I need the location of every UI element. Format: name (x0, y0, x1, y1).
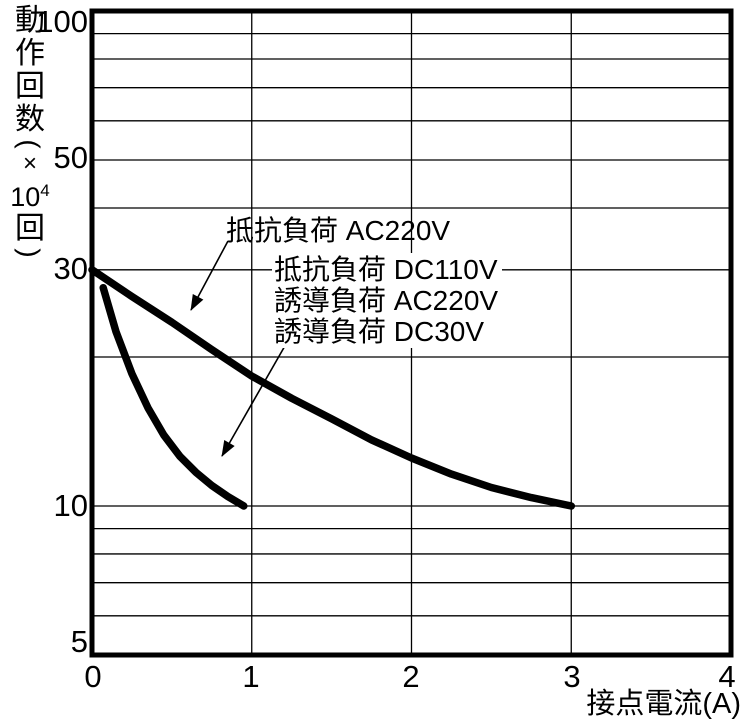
x-tick-4: 4 (718, 659, 736, 694)
callout-load-group-line: 誘導負荷 AC220V (274, 285, 499, 316)
y-title-char: 作 (15, 37, 45, 70)
callout-load-group-line: 抵抗負荷 DC110V (274, 254, 498, 285)
leader-line-resistive-ac220v (190, 240, 229, 311)
y-tick-100: 100 (36, 4, 88, 39)
x-tick-0: 0 (84, 659, 102, 694)
y-title-power-base: 10 (10, 182, 41, 212)
y-title-unit: 回 (15, 212, 45, 245)
x-tick-1: 1 (242, 659, 260, 694)
curve-2 (99, 283, 248, 510)
y-title-power-exp: 4 (40, 181, 50, 200)
x-tick-3: 3 (563, 659, 581, 694)
gridlines (92, 11, 731, 655)
x-axis-title: 接点電流(A) (586, 688, 741, 720)
plot-border (89, 8, 734, 658)
y-title-power: 104 (10, 176, 50, 212)
y-title-multiply-sign: × (22, 150, 37, 177)
y-tick-5: 5 (70, 624, 88, 659)
y-title-char: 動 (15, 4, 45, 37)
y-title-char: 回 (15, 70, 45, 103)
callout-load-group-line: 誘導負荷 DC30V (274, 316, 485, 347)
y-tick-50: 50 (53, 140, 88, 175)
y-axis-title: 動 作 回 数 ( × 104 回 ) (2, 4, 58, 261)
y-title-char: 数 (15, 103, 45, 136)
x-tick-2: 2 (402, 659, 420, 694)
callout-load-group: 抵抗負荷 DC110V 誘導負荷 AC220V 誘導負荷 DC30V (272, 253, 503, 348)
y-tick-30: 30 (53, 251, 88, 286)
life-curves (88, 266, 576, 510)
y-tick-10: 10 (53, 488, 88, 523)
curve-1 (88, 266, 576, 510)
callout-resistive-ac220v: 抵抗負荷 AC220V (226, 215, 451, 246)
leader-line-load-group (221, 343, 287, 457)
